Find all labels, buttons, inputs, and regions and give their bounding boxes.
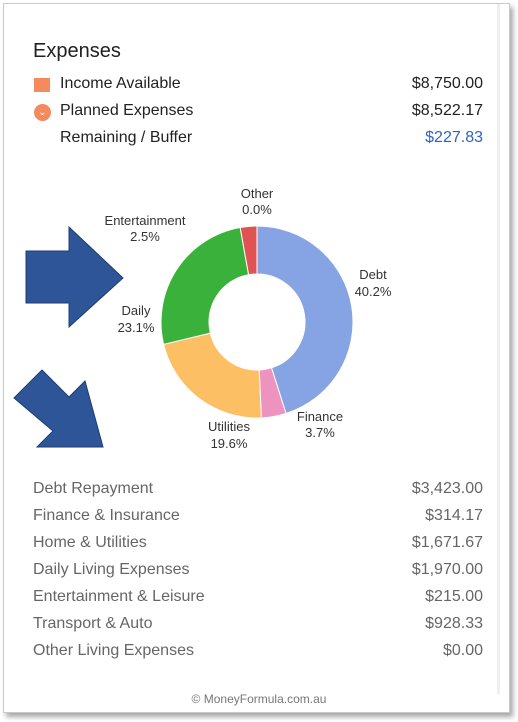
expense-amount: $1,671.67 — [411, 534, 483, 551]
chevron-down-icon[interactable]: ⌄ — [34, 104, 51, 121]
chart-label-other-name: Other — [241, 186, 274, 201]
list-item: Entertainment & Leisure $215.00 — [33, 588, 483, 615]
square-icon — [34, 78, 50, 92]
income-value: $8,750.00 — [411, 75, 483, 92]
expense-amount: $215.00 — [425, 588, 483, 605]
planned-value: $8,522.17 — [411, 102, 483, 119]
expense-name: Home & Utilities — [33, 534, 147, 551]
expenses-card — [3, 3, 510, 713]
chart-label-finance-name: Finance — [297, 409, 343, 424]
planned-row[interactable]: ⌄ Planned Expenses $8,522.17 — [33, 102, 483, 124]
expense-amount: $3,423.00 — [411, 480, 483, 497]
chart-label-debt-name: Debt — [359, 267, 387, 282]
expense-amount: $1,970.00 — [411, 561, 483, 578]
copyright-footer: © MoneyFormula.com.au — [191, 692, 327, 706]
expense-name: Entertainment & Leisure — [33, 588, 205, 605]
expense-name: Daily Living Expenses — [33, 561, 190, 578]
chart-label-entertainment-name: Entertainment — [105, 213, 186, 228]
list-item: Other Living Expenses $0.00 — [33, 642, 483, 669]
expense-amount: $0.00 — [442, 642, 483, 659]
list-item: Debt Repayment $3,423.00 — [33, 480, 483, 507]
expense-list: Debt Repayment $3,423.00 Finance & Insur… — [33, 480, 483, 669]
buffer-row: Remaining / Buffer $227.83 — [33, 129, 483, 151]
expense-amount: $314.17 — [425, 507, 483, 524]
right-arrow-icon — [25, 225, 124, 329]
chart-label-finance-value: 3.7% — [305, 425, 335, 440]
chart-label-debt-value: 40.2% — [355, 284, 392, 299]
chart-label-daily-name: Daily — [122, 303, 151, 318]
expense-name: Transport & Auto — [33, 615, 153, 632]
chart-label-daily-value: 23.1% — [118, 320, 155, 335]
donut-slice-utilities[interactable] — [163, 332, 262, 419]
planned-label: Planned Expenses — [60, 102, 194, 119]
buffer-value: $227.83 — [425, 129, 483, 146]
chart-label-utilities-value: 19.6% — [211, 436, 248, 451]
down-right-arrow-icon — [13, 369, 104, 448]
list-item: Daily Living Expenses $1,970.00 — [33, 561, 483, 588]
page-title: Expenses — [33, 40, 121, 62]
chart-label-entertainment-value: 2.5% — [130, 229, 160, 244]
donut-slice-entertainment[interactable] — [239, 225, 258, 276]
expense-name: Other Living Expenses — [33, 642, 194, 659]
income-label: Income Available — [60, 75, 181, 92]
list-item: Transport & Auto $928.33 — [33, 615, 483, 642]
income-row: Income Available $8,750.00 — [33, 75, 483, 97]
expense-name: Debt Repayment — [33, 480, 154, 497]
scrollbar[interactable] — [497, 4, 500, 694]
chart-label-utilities-name: Utilities — [208, 419, 250, 434]
donut-slices — [160, 225, 354, 419]
chart-label-other-value: 0.0% — [242, 202, 272, 217]
expense-amount: $928.33 — [425, 615, 483, 632]
buffer-label: Remaining / Buffer — [60, 129, 193, 146]
donut-slice-daily[interactable] — [160, 226, 250, 345]
list-item: Finance & Insurance $314.17 — [33, 507, 483, 534]
list-item: Home & Utilities $1,671.67 — [33, 534, 483, 561]
expense-name: Finance & Insurance — [33, 507, 180, 524]
donut-slice-debt[interactable] — [256, 225, 354, 415]
